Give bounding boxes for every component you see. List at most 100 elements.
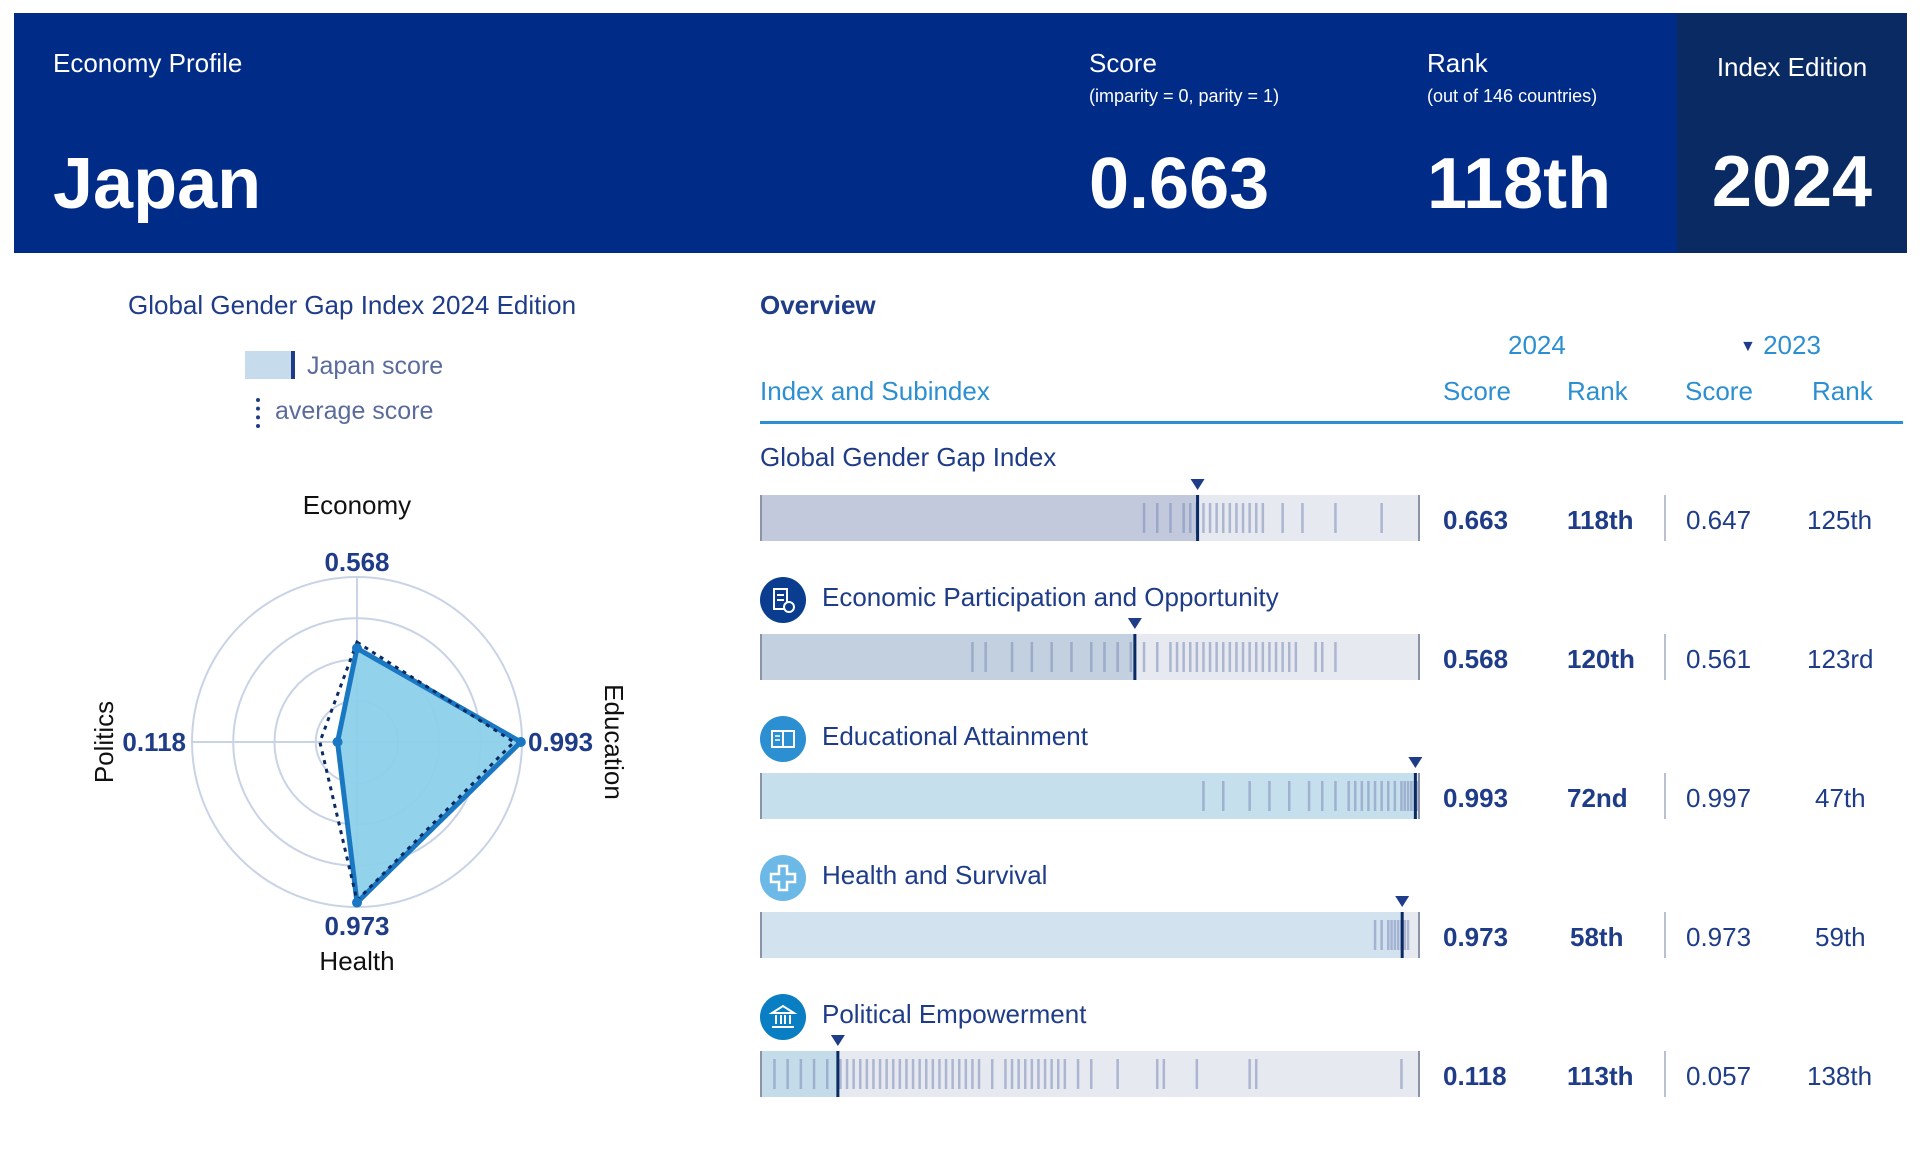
distribution-tick	[971, 642, 974, 672]
score-bar-end	[1418, 1051, 1420, 1097]
score-bar-fill	[760, 495, 1198, 541]
distribution-tick	[1195, 1059, 1199, 1089]
distribution-tick	[1208, 642, 1212, 672]
score-2024-education: 0.993	[1443, 783, 1509, 813]
col-rank-2023-header: Rank	[1812, 376, 1873, 406]
row-title-index: Global Gender Gap Index	[760, 442, 1057, 472]
distribution-tick	[865, 1059, 869, 1089]
year-2023-label: 2023	[1763, 330, 1821, 360]
distribution-tick	[1380, 781, 1383, 811]
distribution-tick	[1321, 781, 1324, 811]
distribution-tick	[826, 1059, 829, 1089]
legend-average-label: average score	[275, 397, 434, 425]
header-rank-value: 118th	[1427, 144, 1612, 224]
rank-2023-political: 138th	[1807, 1061, 1873, 1091]
radar-axis-health: Health	[319, 946, 394, 976]
distribution-tick	[1202, 503, 1205, 533]
distribution-tick	[1195, 642, 1199, 672]
distribution-tick	[1010, 1059, 1014, 1089]
distribution-tick	[1241, 503, 1245, 533]
distribution-tick	[1116, 642, 1119, 672]
distribution-tick	[845, 1059, 849, 1089]
distribution-tick	[1169, 503, 1172, 533]
distribution-tick	[1416, 781, 1420, 811]
rank-2023-economic: 123rd	[1807, 644, 1874, 674]
distribution-tick	[1189, 642, 1192, 672]
rank-2024-index: 118th	[1567, 505, 1634, 535]
distribution-tick	[1030, 1059, 1034, 1089]
distribution-tick	[1116, 1059, 1119, 1089]
score-2023-political: 0.057	[1686, 1061, 1752, 1091]
score-marker	[1400, 912, 1404, 958]
distribution-tick	[1288, 642, 1291, 672]
score-marker	[1196, 495, 1200, 541]
distribution-tick	[964, 1059, 968, 1089]
col-rank-2024-header: Rank	[1567, 376, 1628, 406]
row-title-economic: Economic Participation and Opportunity	[822, 582, 1279, 612]
rank-2023-index: 125th	[1807, 505, 1873, 535]
distribution-tick	[1334, 503, 1337, 533]
distribution-tick	[1156, 503, 1159, 533]
distribution-tick	[1261, 503, 1265, 533]
row-title-political: Political Empowerment	[822, 999, 1087, 1029]
distribution-tick	[1189, 503, 1192, 533]
row-title-education: Educational Attainment	[822, 721, 1088, 751]
radar-value-politics: 0.118	[122, 727, 186, 757]
legend-japan-label: Japan score	[307, 352, 444, 380]
distribution-tick	[1406, 781, 1410, 811]
book-icon	[760, 716, 806, 762]
distribution-tick	[1030, 642, 1034, 672]
distribution-tick	[1403, 781, 1406, 811]
radar-value-economy: 0.568	[324, 547, 389, 577]
distribution-tick	[971, 1059, 974, 1089]
edition-value: 2024	[1711, 142, 1873, 222]
distribution-tick	[991, 1059, 994, 1089]
distribution-tick	[1215, 503, 1218, 533]
distribution-tick	[1400, 1059, 1403, 1089]
rank-2024-health: 58th	[1570, 922, 1624, 952]
rank-2024-political: 113th	[1567, 1061, 1634, 1091]
distribution-tick	[1202, 781, 1205, 811]
distribution-tick	[1248, 642, 1251, 672]
score-bar-start	[760, 634, 762, 680]
distribution-tick	[1156, 1059, 1159, 1089]
distribution-tick	[1129, 642, 1133, 672]
score-bar-start	[760, 773, 762, 819]
distribution-tick	[1410, 781, 1413, 811]
distribution-tick	[1360, 781, 1364, 811]
distribution-tick	[1103, 642, 1106, 672]
radar-japan-point	[352, 643, 362, 654]
col-index-header: Index and Subindex	[760, 376, 990, 406]
distribution-tick	[1380, 920, 1383, 950]
distribution-tick	[944, 1059, 948, 1089]
distribution-tick	[911, 1059, 915, 1089]
distribution-tick	[1241, 642, 1245, 672]
score-2024-economic: 0.568	[1443, 644, 1509, 674]
radar-chart: Economy Education Health Politics 0.568 …	[89, 490, 629, 976]
column-separator	[1664, 912, 1666, 958]
distribution-tick	[1307, 781, 1311, 811]
distribution-tick	[859, 1059, 862, 1089]
triangle-down-icon: ▼	[1740, 338, 1756, 355]
radar-value-health: 0.973	[324, 911, 389, 941]
score-note: (imparity = 0, parity = 1)	[1089, 86, 1280, 106]
distribution-tick	[1175, 642, 1179, 672]
rank-label: Rank	[1427, 48, 1488, 78]
distribution-tick	[773, 1059, 776, 1089]
distribution-tick	[1182, 642, 1185, 672]
distribution-tick	[958, 1059, 961, 1089]
distribution-tick	[1215, 642, 1218, 672]
distribution-tick	[1354, 781, 1357, 811]
distribution-tick	[1024, 1059, 1027, 1089]
distribution-tick	[1208, 503, 1212, 533]
profile-label: Economy Profile	[53, 48, 243, 78]
score-bar-start	[760, 912, 762, 958]
distribution-tick	[1400, 781, 1403, 811]
distribution-tick	[1334, 642, 1337, 672]
distribution-tick	[925, 1059, 928, 1089]
score-2024-political: 0.118	[1443, 1061, 1507, 1091]
score-2023-health: 0.973	[1686, 922, 1752, 952]
distribution-tick	[1281, 642, 1284, 672]
distribution-tick	[1396, 920, 1400, 950]
distribution-tick	[1334, 781, 1337, 811]
